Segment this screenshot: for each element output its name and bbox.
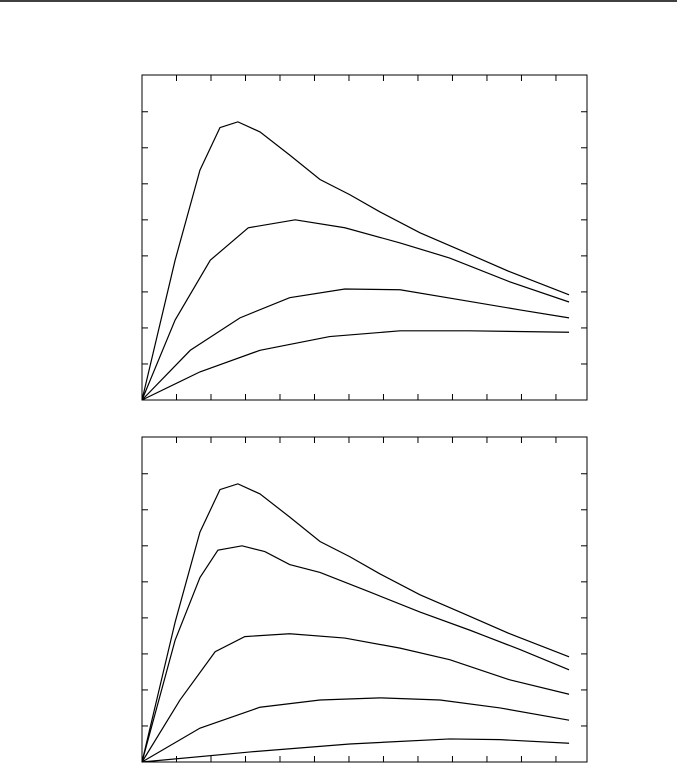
plot-frame <box>141 74 588 401</box>
series-line <box>141 545 570 763</box>
series-line <box>141 633 570 763</box>
series-line <box>141 483 570 763</box>
plot-frame <box>141 436 588 763</box>
series-line <box>141 121 570 401</box>
series-line <box>141 288 570 401</box>
series-line <box>141 697 570 763</box>
series-line <box>141 738 570 763</box>
series-line <box>141 330 570 401</box>
series-line <box>141 219 570 401</box>
